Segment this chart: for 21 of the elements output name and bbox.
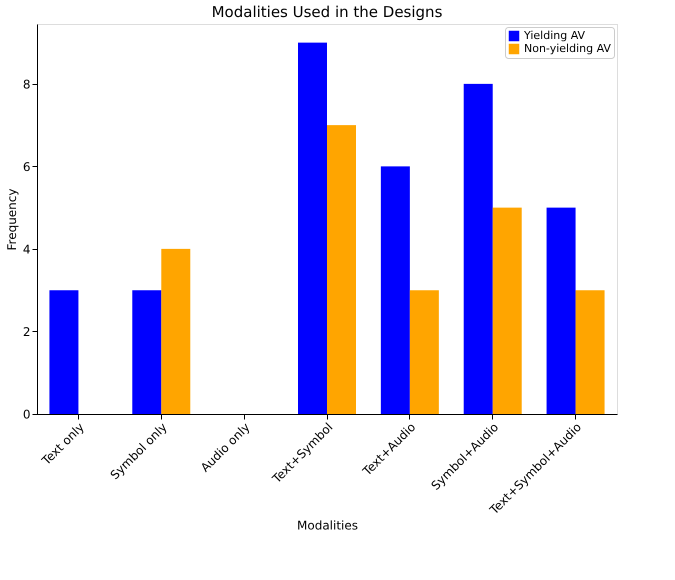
bar (327, 125, 356, 414)
bar (49, 290, 78, 414)
y-tick-label: 6 (22, 160, 30, 174)
bar (132, 290, 162, 414)
bar (576, 290, 605, 414)
legend-label: Yielding AV (523, 29, 586, 42)
y-axis-title: Frequency (4, 188, 19, 250)
bar (161, 248, 190, 414)
bar (492, 208, 522, 414)
bar (298, 42, 327, 414)
y-tick-label: 0 (22, 408, 30, 422)
bar (546, 208, 576, 414)
chart-title: Modalities Used in the Designs (212, 3, 443, 21)
y-tick-label: 4 (22, 242, 30, 256)
y-tick-label: 8 (22, 77, 30, 92)
x-axis-title: Modalities (296, 518, 358, 532)
bar (464, 84, 493, 414)
legend-label: Non-yielding AV (524, 42, 612, 55)
bar (380, 166, 410, 414)
y-tick-label: 2 (22, 324, 30, 339)
bar (410, 290, 439, 414)
